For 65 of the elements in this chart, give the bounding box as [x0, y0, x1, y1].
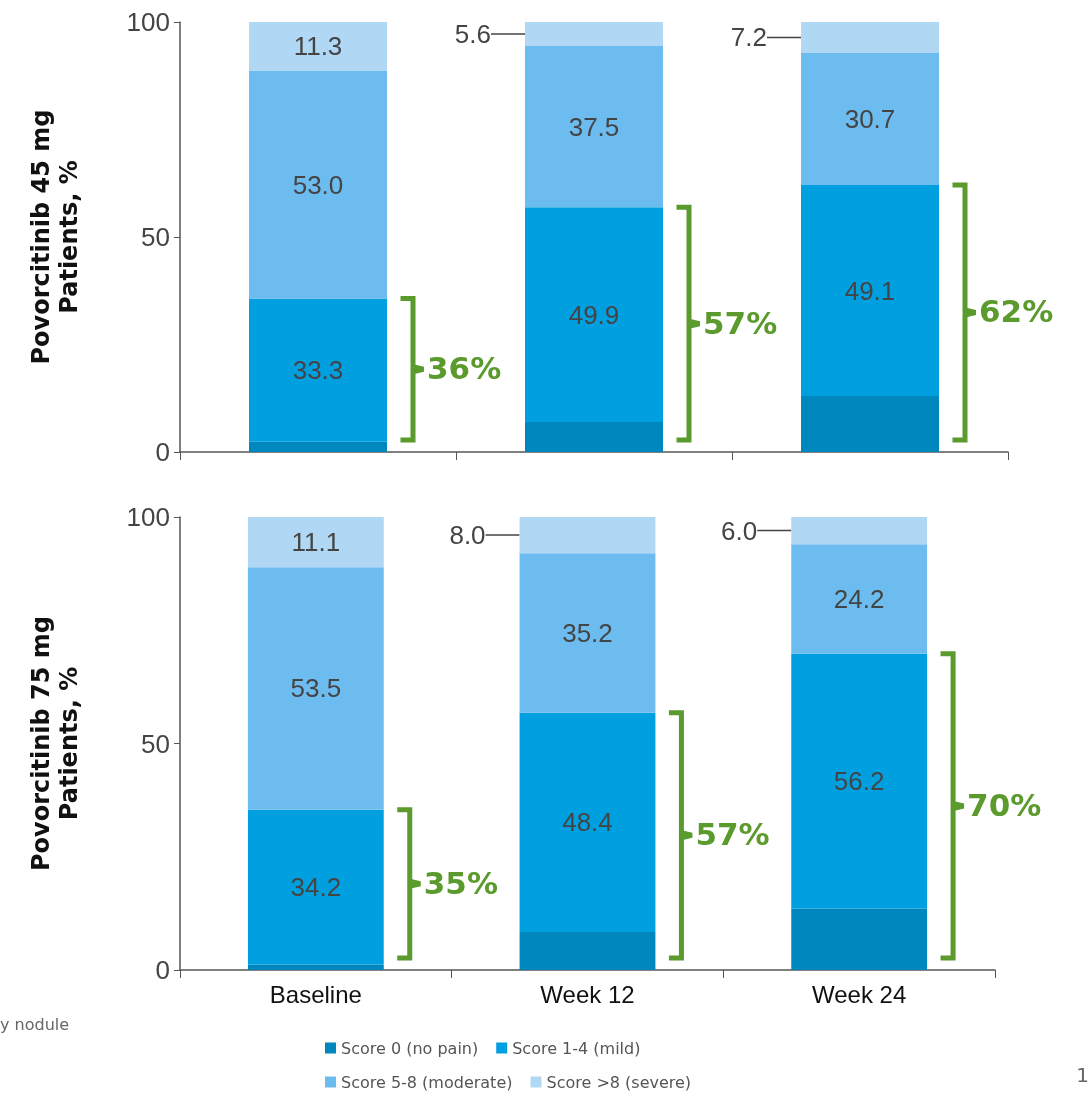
bar	[519, 712, 656, 932]
annotation: 35%	[423, 864, 498, 901]
bar	[525, 22, 663, 47]
data-label: 35.2	[562, 617, 613, 648]
bar	[247, 517, 384, 568]
data-label: 5.6	[454, 19, 491, 50]
bar	[247, 567, 384, 810]
x-tick-label: Week 12	[540, 980, 635, 1008]
text: 1	[1076, 1063, 1089, 1087]
data-label: 56.2	[833, 766, 885, 797]
y-axis-title: Povorcitinib 75 mg Patients, %	[27, 616, 83, 871]
bar	[525, 421, 663, 452]
x-tick-label: Week 24	[812, 980, 907, 1008]
y-axis-title: Povorcitinib 45 mg Patients, %	[27, 109, 83, 365]
data-label: 49.9	[568, 299, 620, 330]
bar	[801, 22, 939, 53]
bar	[519, 517, 656, 554]
data-label: 34.2	[290, 872, 342, 903]
annotation: 62%	[979, 293, 1054, 330]
data-label: 33.3	[292, 355, 344, 386]
y-tick-label: 50	[141, 728, 170, 759]
bar	[525, 207, 663, 422]
data-label: 24.2	[833, 583, 885, 614]
bar	[247, 964, 384, 970]
data-label: 8.0	[449, 520, 486, 551]
bar	[791, 517, 928, 545]
y-tick-label: 0	[155, 437, 170, 467]
data-label: 37.5	[568, 111, 620, 142]
x-tick-label: Baseline	[269, 980, 362, 1008]
annotation: 70%	[967, 786, 1042, 823]
annotation: 57%	[695, 816, 770, 853]
bar	[791, 653, 928, 909]
y-tick-label: 100	[126, 502, 170, 532]
bar	[519, 931, 656, 970]
bar	[791, 544, 928, 654]
y-tick-label: 100	[126, 7, 170, 37]
legend-label: Score 0 (no pain)	[341, 1038, 479, 1058]
legend-label: Score 1-4 (mild)	[512, 1038, 641, 1058]
legend-label: Score 5-8 (moderate)	[341, 1072, 513, 1092]
bar	[801, 52, 939, 185]
bar	[249, 70, 387, 299]
data-label: 49.1	[844, 275, 896, 306]
annotation: 36%	[427, 350, 502, 387]
data-label: 6.0	[721, 515, 758, 546]
annotation: 57%	[703, 304, 778, 341]
bar	[791, 908, 928, 970]
data-label: 11.1	[291, 527, 341, 558]
data-label: 11.3	[293, 31, 343, 62]
bar	[801, 184, 939, 397]
text: y nodule	[0, 1015, 70, 1034]
data-label: 53.5	[290, 673, 342, 704]
data-label: 7.2	[730, 22, 767, 53]
bar	[247, 809, 384, 965]
legend-label: Score >8 (severe)	[546, 1072, 692, 1092]
bar	[249, 22, 387, 71]
data-label: 48.4	[562, 807, 613, 838]
bar	[249, 441, 387, 452]
bar	[519, 553, 656, 713]
bar	[525, 46, 663, 208]
bar	[249, 298, 387, 442]
y-tick-label: 0	[155, 955, 170, 985]
data-label: 30.7	[844, 103, 896, 134]
bar	[801, 396, 939, 452]
data-label: 53.0	[292, 169, 344, 200]
y-tick-label: 50	[141, 222, 170, 252]
